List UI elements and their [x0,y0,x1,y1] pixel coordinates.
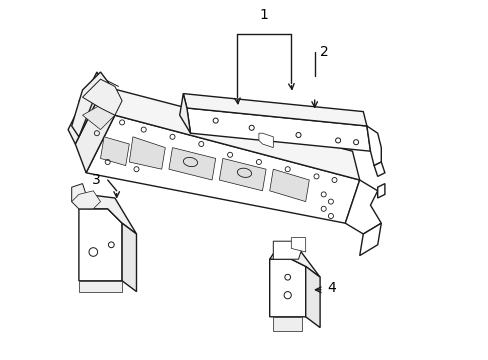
Polygon shape [269,248,320,277]
Polygon shape [79,209,122,281]
Polygon shape [377,184,384,198]
Polygon shape [269,259,305,317]
Polygon shape [183,94,366,126]
Polygon shape [72,191,101,209]
Ellipse shape [237,168,251,177]
Polygon shape [366,126,381,166]
Polygon shape [122,223,136,292]
Polygon shape [305,266,320,328]
Text: 2: 2 [320,45,328,59]
Text: 1: 1 [259,8,268,22]
Text: 4: 4 [326,281,335,295]
Polygon shape [219,158,265,191]
Polygon shape [75,86,115,173]
Polygon shape [68,72,104,144]
Polygon shape [258,133,273,148]
Polygon shape [186,108,370,151]
Polygon shape [79,194,136,234]
Polygon shape [101,137,129,166]
Text: 3: 3 [92,173,101,187]
Polygon shape [179,94,190,133]
Polygon shape [359,223,381,256]
Polygon shape [72,184,86,209]
Polygon shape [273,241,302,259]
Polygon shape [72,72,111,137]
Ellipse shape [183,157,197,167]
Polygon shape [273,317,302,331]
Polygon shape [104,86,359,180]
Polygon shape [291,238,305,252]
Polygon shape [82,79,122,115]
Polygon shape [269,169,309,202]
Polygon shape [373,162,384,176]
Polygon shape [86,115,359,223]
Polygon shape [129,137,165,169]
Polygon shape [345,180,381,234]
Polygon shape [79,281,122,292]
Polygon shape [168,148,215,180]
Polygon shape [82,101,115,130]
